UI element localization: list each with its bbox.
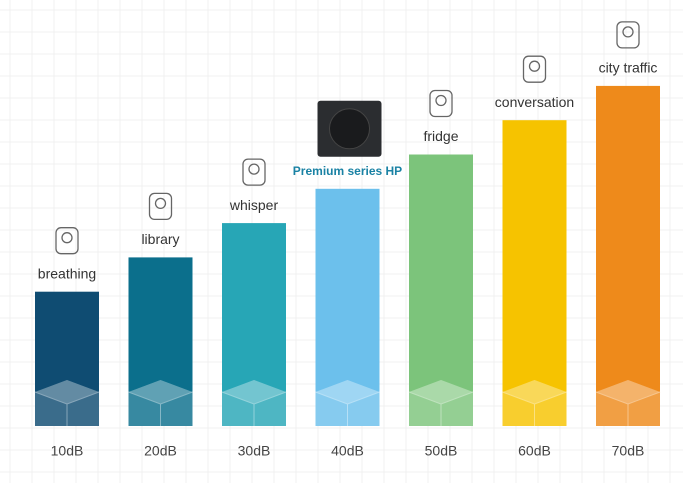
- bar-base-edge: [502, 391, 535, 405]
- bar-base-edge: [315, 391, 348, 405]
- value-label: 40dB: [331, 443, 364, 459]
- bar-base-edge: [160, 391, 193, 405]
- value-label: 50dB: [425, 443, 458, 459]
- category-label: Premium series HP: [293, 164, 402, 178]
- bar-base-edge: [595, 391, 629, 405]
- value-label: 20dB: [144, 443, 177, 459]
- bar-base-edge: [408, 391, 442, 405]
- bar-base-edge: [34, 391, 68, 405]
- icon: [148, 192, 173, 221]
- category-label: whisper: [229, 197, 279, 213]
- bar-base-edge: [128, 391, 161, 405]
- icon: [622, 26, 634, 38]
- icon: [154, 197, 167, 210]
- icon: [528, 60, 541, 72]
- icon: [248, 163, 260, 175]
- bar-base-edge: [440, 391, 474, 405]
- icon: [429, 89, 453, 118]
- category-label: breathing: [38, 265, 96, 281]
- icon: [616, 21, 640, 49]
- category-label: city traffic: [599, 60, 658, 76]
- bar-base-edge: [347, 391, 380, 405]
- bar-base-edge: [534, 391, 567, 405]
- category-label: library: [141, 231, 179, 247]
- bar: [502, 120, 567, 426]
- category-label: fridge: [423, 128, 458, 144]
- icon: [435, 94, 447, 107]
- bar-base-edge: [627, 391, 661, 405]
- bar: [596, 85, 660, 427]
- icon: [242, 158, 266, 186]
- icon: [61, 232, 73, 244]
- bar-base-edge: [253, 391, 287, 405]
- value-label: 70dB: [612, 443, 645, 459]
- icon: [55, 227, 79, 255]
- icon: [522, 55, 547, 83]
- bar-base-edge: [221, 391, 255, 405]
- value-label: 60dB: [518, 443, 551, 459]
- value-label: 30dB: [238, 443, 271, 459]
- value-label: 10dB: [51, 443, 84, 459]
- bar-base-edge: [66, 391, 100, 405]
- product-icon-fan: [329, 108, 370, 150]
- category-label: conversation: [495, 94, 574, 110]
